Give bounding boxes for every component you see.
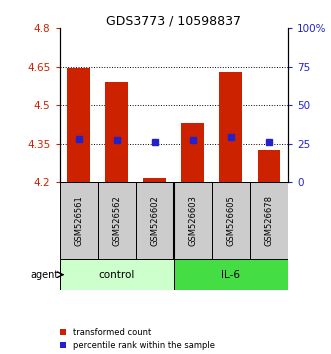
Text: GSM526603: GSM526603 — [188, 195, 197, 246]
Bar — [143, 178, 166, 182]
Bar — [181, 123, 204, 182]
Bar — [105, 82, 128, 182]
Bar — [219, 72, 242, 182]
Text: IL-6: IL-6 — [221, 270, 240, 280]
Bar — [250, 182, 288, 259]
Text: control: control — [99, 270, 135, 280]
Bar — [98, 182, 136, 259]
Text: GSM526678: GSM526678 — [264, 195, 273, 246]
Bar — [174, 182, 212, 259]
Text: GSM526561: GSM526561 — [74, 195, 83, 246]
Text: GSM526562: GSM526562 — [112, 195, 121, 246]
Title: GDS3773 / 10598837: GDS3773 / 10598837 — [106, 14, 241, 27]
Text: agent: agent — [30, 270, 59, 280]
Text: GSM526605: GSM526605 — [226, 195, 235, 246]
Legend: transformed count, percentile rank within the sample: transformed count, percentile rank withi… — [61, 328, 215, 350]
Bar — [67, 68, 90, 182]
Bar — [174, 259, 288, 290]
Bar — [258, 150, 280, 182]
Bar — [136, 182, 174, 259]
Bar — [60, 182, 98, 259]
Bar — [212, 182, 250, 259]
Bar — [60, 259, 174, 290]
Text: GSM526602: GSM526602 — [150, 195, 159, 246]
